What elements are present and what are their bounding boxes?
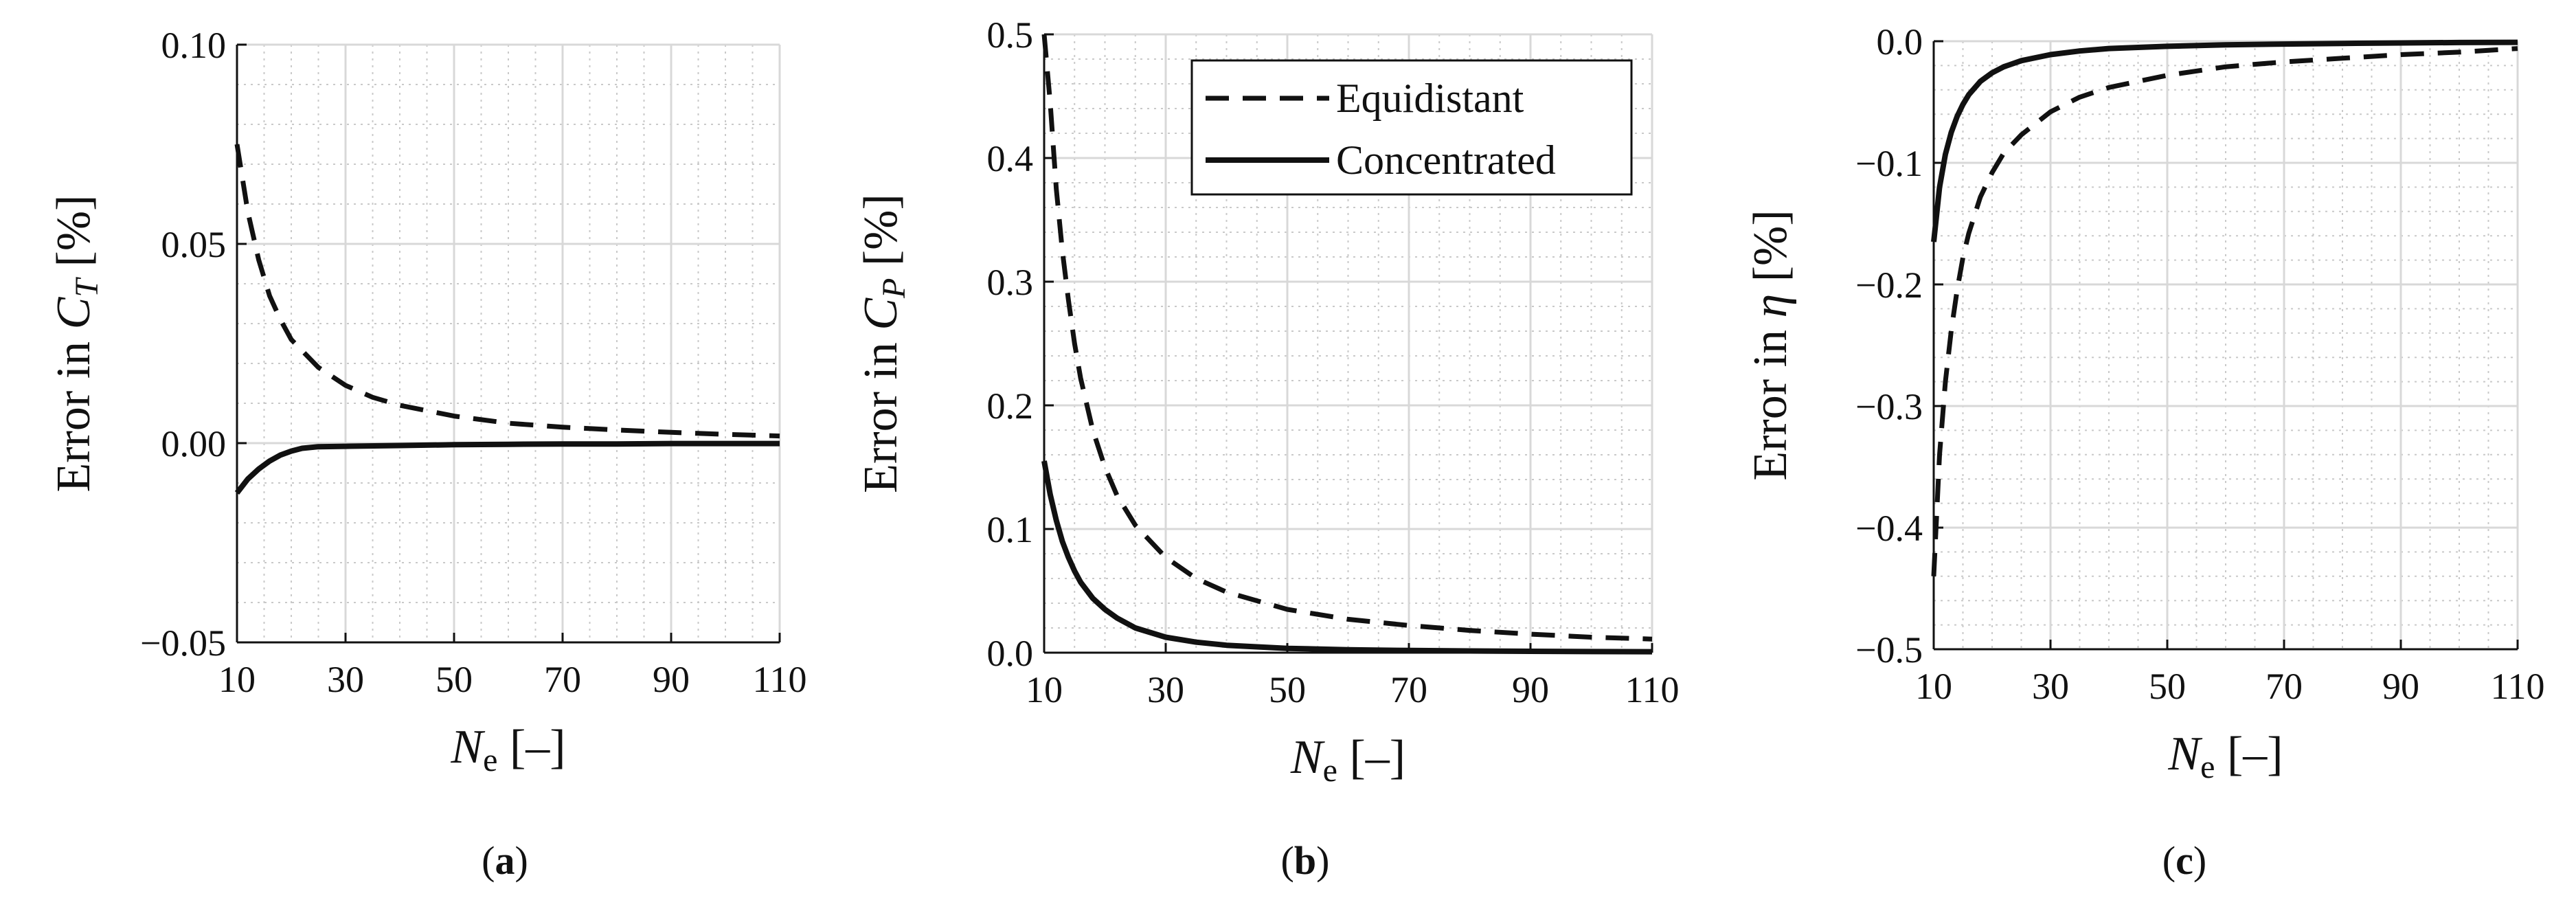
y-tick-label: 0.05 (161, 224, 227, 265)
x-tick-label: 70 (1390, 669, 1427, 710)
y-tick-label: −0.1 (1855, 143, 1923, 184)
legend-label-concentrated: Concentrated (1336, 137, 1556, 183)
y-tick-label: −0.3 (1855, 386, 1923, 427)
panel-2: 10 30 50 70 90 110 0.0 0.1 0.2 0.3 0.4 0.5 Ne [–] Err… (855, 14, 1680, 883)
y-tick-label: 0.2 (987, 385, 1034, 427)
x-tick-label: 110 (2491, 666, 2545, 707)
x-tick-label: 30 (1147, 669, 1184, 710)
y-tick-label: 0.1 (987, 509, 1034, 550)
series-line-concentrated (1931, 39, 2518, 243)
y-tick-label: 0.5 (987, 14, 1034, 56)
panel-caption: (b) (1281, 838, 1330, 883)
x-tick-label: 10 (1915, 666, 1952, 707)
major-grid (1932, 40, 2519, 651)
y-tick-label: 0.0 (987, 633, 1034, 674)
x-tick-label: 50 (2149, 666, 2186, 707)
series-line-equidistant (234, 144, 780, 439)
y-tick-label: −0.4 (1855, 508, 1923, 549)
legend: Equidistant Concentrated (1190, 59, 1633, 196)
x-tick-label: 90 (653, 659, 690, 700)
series-line-concentrated (1041, 460, 1653, 655)
y-tick-label: −0.5 (1855, 629, 1923, 671)
panel-caption: (a) (482, 838, 528, 883)
y-axis-label: Error in CP [%] (855, 194, 912, 493)
y-tick-label: −0.05 (140, 622, 226, 664)
panel-1: 10 30 50 70 90 110 −0.05 0.00 0.05 0.10 Ne [–] Erro… (47, 25, 807, 883)
y-axis-label: Error in CT [%] (47, 195, 105, 493)
x-tick-label: 70 (544, 659, 581, 700)
x-tick-label: 90 (1512, 669, 1549, 710)
x-tick-label: 110 (1625, 669, 1680, 710)
x-tick-label: 10 (1026, 669, 1063, 710)
series-line-equidistant (1931, 46, 2518, 576)
x-tick-label: 90 (2382, 666, 2419, 707)
y-tick-label: 0.00 (161, 423, 227, 464)
legend-box (1190, 59, 1633, 196)
series-line-concentrated (234, 440, 780, 495)
x-tick-label: 110 (753, 659, 807, 700)
x-tick-label: 70 (2266, 666, 2303, 707)
x-tick-label: 50 (436, 659, 473, 700)
y-tick-label: −0.2 (1855, 265, 1923, 306)
x-tick-label: 30 (2032, 666, 2069, 707)
x-tick-label: 10 (218, 659, 256, 700)
panel-caption: (c) (2162, 838, 2206, 883)
x-axis-label: Ne [–] (1290, 731, 1405, 789)
x-axis-label: Ne [–] (2167, 728, 2283, 785)
y-tick-label: 0.10 (161, 25, 227, 66)
panel-3: 10 30 50 70 90 110 −0.5 −0.4 −0.3 −0.2 −0.1 0.0 Ne [… (1744, 21, 2545, 883)
y-axis-label: Error in η [%] (1744, 210, 1797, 480)
x-axis-label: Ne [–] (450, 721, 565, 778)
minor-grid (236, 44, 780, 643)
legend-label-equidistant: Equidistant (1336, 76, 1524, 121)
x-tick-label: 30 (327, 659, 364, 700)
y-tick-label: 0.0 (1877, 21, 1923, 63)
series-line-equidistant (1041, 34, 1653, 642)
y-tick-label: 0.4 (987, 138, 1034, 179)
x-tick-label: 50 (1269, 669, 1306, 710)
y-tick-label: 0.3 (987, 262, 1034, 303)
